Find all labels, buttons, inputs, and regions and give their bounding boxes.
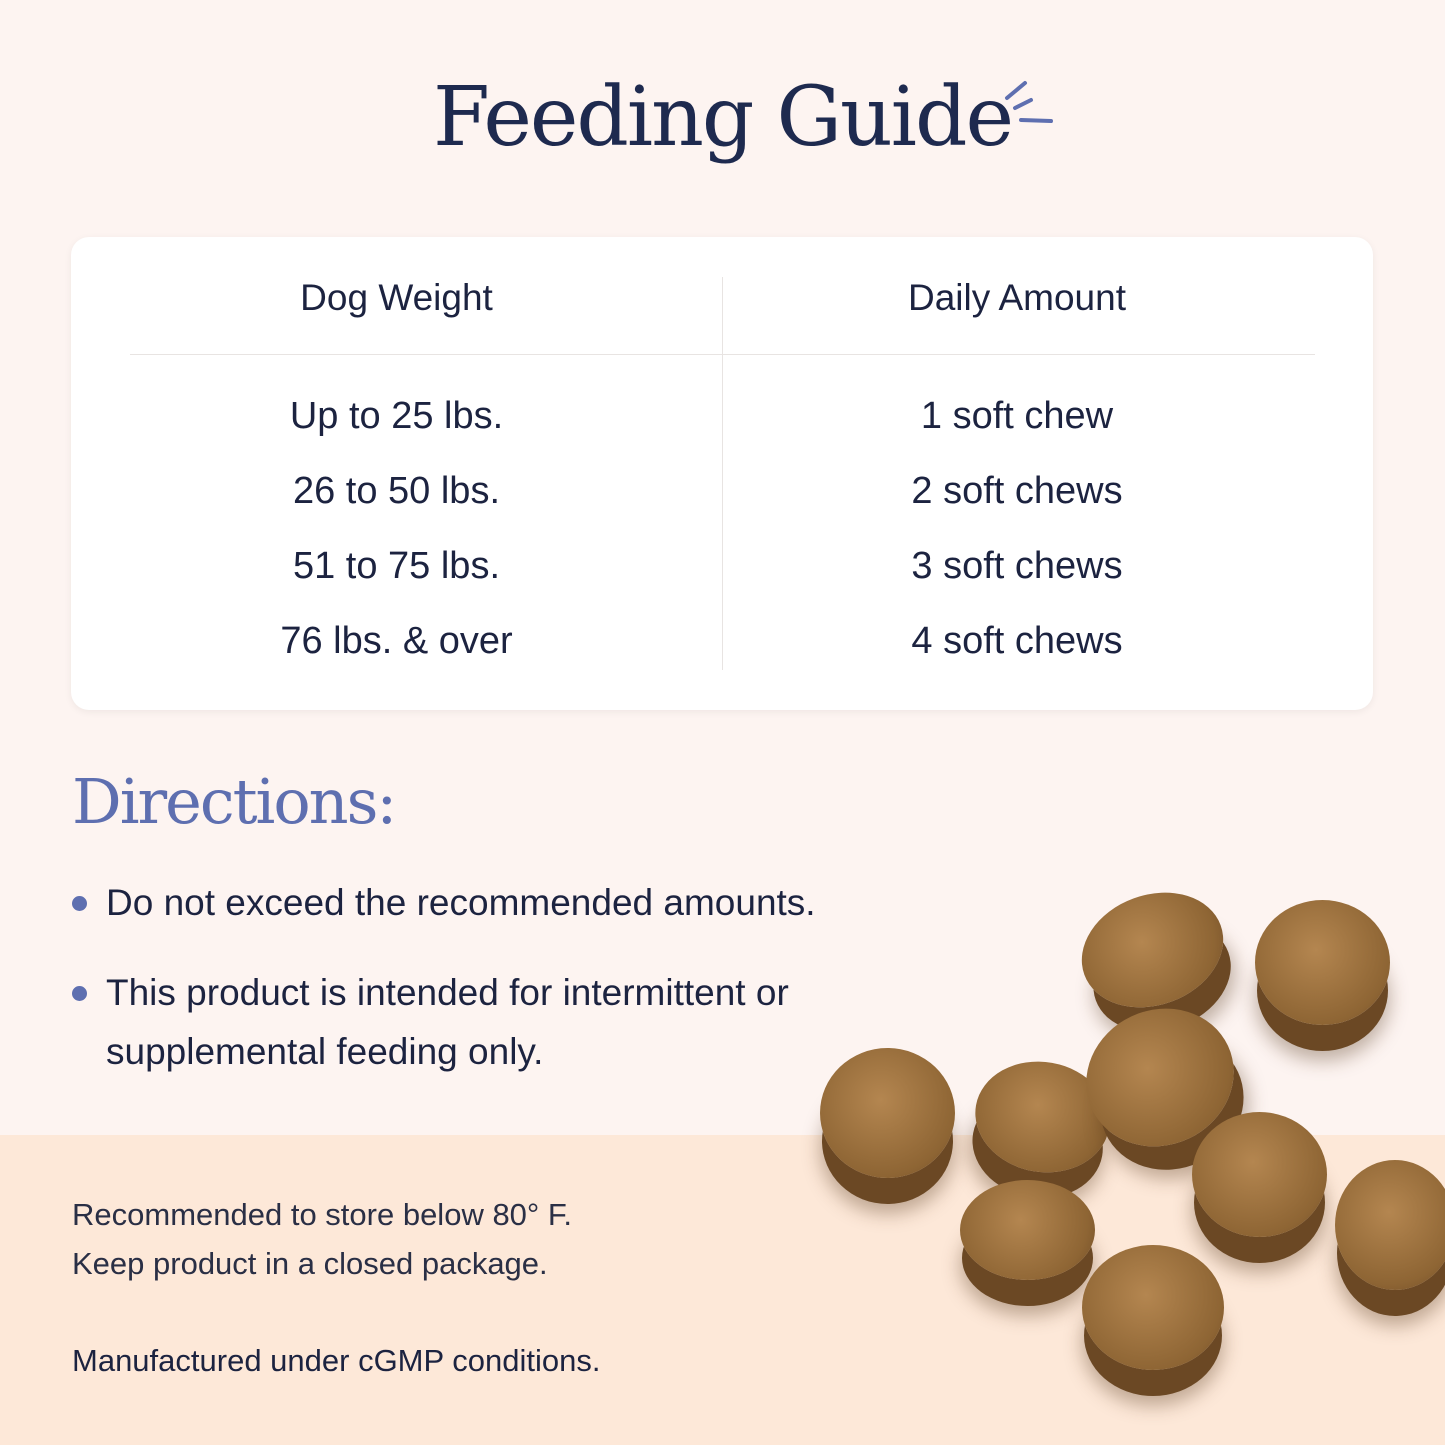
directions-title: Directions: <box>72 765 397 838</box>
header-divider <box>130 354 1315 355</box>
table-cell: 2 soft chews <box>911 470 1123 512</box>
bullet-icon <box>72 896 87 911</box>
sparkle-icon <box>1005 81 1053 123</box>
storage-note: Keep product in a closed package. <box>72 1246 548 1281</box>
direction-text: This product is intended for intermitten… <box>106 972 789 1072</box>
storage-note: Recommended to store below 80° F. <box>72 1197 573 1232</box>
direction-text: Do not exceed the recommended amounts. <box>106 882 816 923</box>
manufacturing-note: Manufactured under cGMP conditions. <box>72 1343 601 1378</box>
header-dog-weight: Dog Weight <box>300 277 493 318</box>
page-title: Feeding Guide <box>432 70 1014 165</box>
header-daily-amount: Daily Amount <box>908 277 1126 318</box>
table-cell: 1 soft chew <box>920 395 1114 437</box>
feeding-table: Dog Weight Up to 25 lbs. 26 to 50 lbs. 5… <box>71 237 1373 710</box>
direction-item: Do not exceed the recommended amounts. <box>72 873 926 932</box>
table-cell: 4 soft chews <box>911 620 1123 662</box>
table-cell: 26 to 50 lbs. <box>292 470 501 512</box>
column-divider <box>722 277 723 670</box>
table-cell: 76 lbs. & over <box>280 620 513 662</box>
table-cell: Up to 25 lbs. <box>289 395 504 437</box>
table-cell: 3 soft chews <box>911 545 1123 587</box>
table-cell: 51 to 75 lbs. <box>292 545 501 587</box>
direction-item: This product is intended for intermitten… <box>72 963 886 1081</box>
bullet-icon <box>72 986 87 1001</box>
